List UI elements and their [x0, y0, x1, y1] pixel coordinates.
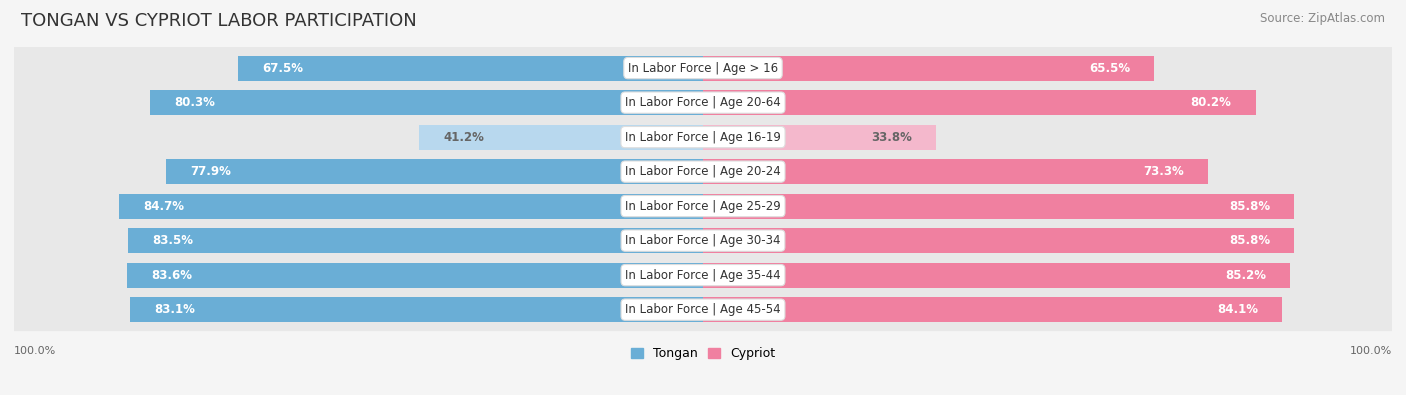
Text: 85.8%: 85.8% — [1229, 234, 1270, 247]
Bar — [703, 228, 1294, 253]
Text: In Labor Force | Age 16-19: In Labor Force | Age 16-19 — [626, 131, 780, 144]
FancyBboxPatch shape — [14, 219, 1392, 262]
Text: 83.6%: 83.6% — [152, 269, 193, 282]
Text: In Labor Force | Age > 16: In Labor Force | Age > 16 — [628, 62, 778, 75]
Legend: Tongan, Cypriot: Tongan, Cypriot — [626, 342, 780, 365]
Bar — [703, 263, 1289, 288]
Text: 85.2%: 85.2% — [1225, 269, 1265, 282]
Text: 100.0%: 100.0% — [1350, 346, 1392, 356]
Bar — [703, 159, 1208, 184]
Bar — [120, 194, 703, 218]
Text: 77.9%: 77.9% — [190, 165, 232, 178]
Text: 80.3%: 80.3% — [174, 96, 215, 109]
Text: 83.5%: 83.5% — [152, 234, 193, 247]
Text: 65.5%: 65.5% — [1090, 62, 1130, 75]
Text: In Labor Force | Age 30-34: In Labor Force | Age 30-34 — [626, 234, 780, 247]
Text: In Labor Force | Age 25-29: In Labor Force | Age 25-29 — [626, 199, 780, 213]
Bar — [166, 159, 703, 184]
Bar — [703, 297, 1282, 322]
Text: 100.0%: 100.0% — [14, 346, 56, 356]
FancyBboxPatch shape — [14, 185, 1392, 228]
Text: 67.5%: 67.5% — [262, 62, 304, 75]
Text: 80.2%: 80.2% — [1191, 96, 1232, 109]
Text: 33.8%: 33.8% — [870, 131, 911, 144]
Bar — [703, 56, 1154, 81]
Bar — [419, 125, 703, 150]
Text: 85.8%: 85.8% — [1229, 199, 1270, 213]
Bar — [127, 263, 703, 288]
Bar — [238, 56, 703, 81]
Bar — [703, 125, 936, 150]
FancyBboxPatch shape — [14, 47, 1392, 90]
FancyBboxPatch shape — [14, 81, 1392, 124]
Text: 41.2%: 41.2% — [443, 131, 484, 144]
Text: Source: ZipAtlas.com: Source: ZipAtlas.com — [1260, 12, 1385, 25]
Bar — [150, 90, 703, 115]
Text: In Labor Force | Age 45-54: In Labor Force | Age 45-54 — [626, 303, 780, 316]
Text: 84.1%: 84.1% — [1218, 303, 1258, 316]
Text: TONGAN VS CYPRIOT LABOR PARTICIPATION: TONGAN VS CYPRIOT LABOR PARTICIPATION — [21, 12, 416, 30]
Text: In Labor Force | Age 20-24: In Labor Force | Age 20-24 — [626, 165, 780, 178]
Text: In Labor Force | Age 20-64: In Labor Force | Age 20-64 — [626, 96, 780, 109]
Text: 83.1%: 83.1% — [155, 303, 195, 316]
Text: In Labor Force | Age 35-44: In Labor Force | Age 35-44 — [626, 269, 780, 282]
Text: 84.7%: 84.7% — [143, 199, 184, 213]
FancyBboxPatch shape — [14, 150, 1392, 193]
FancyBboxPatch shape — [14, 288, 1392, 331]
Bar — [131, 297, 703, 322]
Bar — [703, 194, 1294, 218]
Bar — [128, 228, 703, 253]
Text: 73.3%: 73.3% — [1143, 165, 1184, 178]
FancyBboxPatch shape — [14, 254, 1392, 297]
Bar — [703, 90, 1256, 115]
FancyBboxPatch shape — [14, 116, 1392, 158]
